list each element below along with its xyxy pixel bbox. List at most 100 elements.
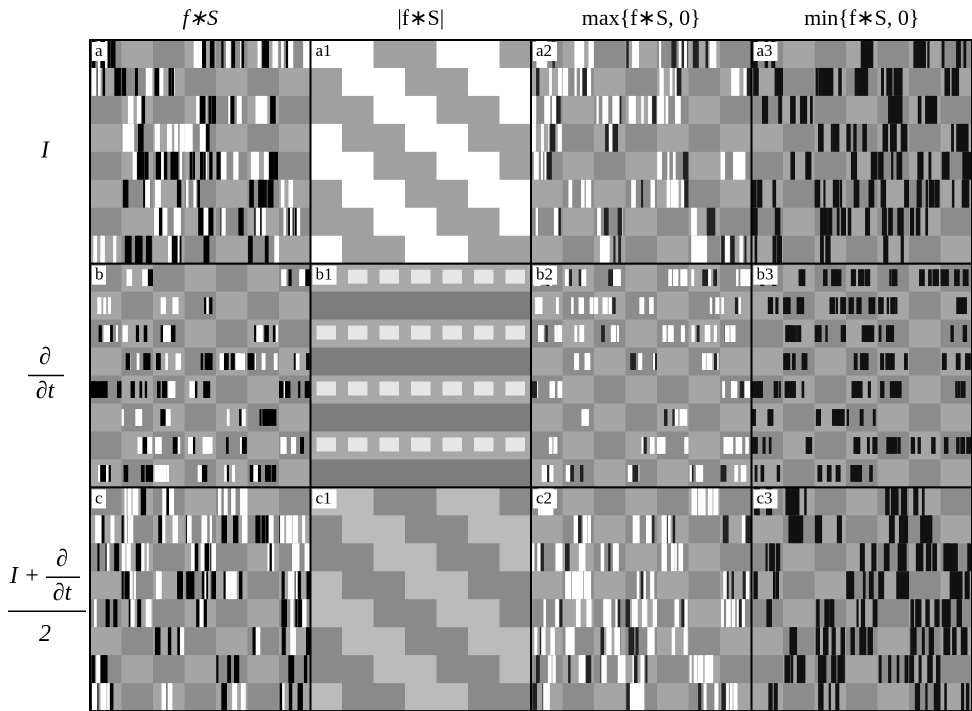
panel-image — [90, 487, 312, 711]
block — [626, 264, 658, 292]
block — [342, 404, 374, 432]
block — [279, 96, 311, 124]
stripe — [895, 487, 899, 515]
block — [405, 292, 437, 320]
block — [185, 487, 217, 515]
block — [311, 515, 343, 543]
stripe — [932, 543, 937, 571]
stripe — [137, 599, 141, 627]
stripe — [897, 208, 901, 236]
stripe — [831, 599, 835, 627]
stripe — [113, 236, 116, 264]
stripe — [878, 571, 884, 599]
block — [878, 683, 910, 711]
stripe — [757, 381, 763, 398]
stripe — [663, 325, 667, 342]
stripe — [227, 409, 230, 426]
stripe — [532, 543, 534, 571]
block — [941, 236, 972, 264]
stripe — [221, 40, 223, 68]
stripe — [662, 515, 666, 543]
stripe — [745, 437, 749, 454]
stripe — [966, 683, 969, 711]
stripe — [221, 208, 225, 236]
stripe — [824, 627, 828, 655]
stripe — [231, 487, 235, 515]
stripe — [221, 515, 227, 543]
stripe — [226, 571, 231, 599]
column-header: f∗S — [182, 5, 218, 30]
stripe — [713, 487, 718, 515]
stripe — [612, 297, 615, 314]
block — [657, 459, 689, 487]
stripe — [823, 180, 825, 208]
panel-image — [752, 264, 972, 488]
stripe — [720, 152, 725, 180]
block — [468, 152, 500, 180]
stripe — [837, 515, 842, 543]
stripe — [850, 627, 854, 655]
stripe — [169, 68, 172, 96]
stripe — [101, 655, 107, 683]
stripe — [296, 571, 298, 599]
stripe — [271, 409, 277, 426]
block — [657, 571, 689, 599]
block — [248, 627, 280, 655]
stripe — [584, 515, 587, 543]
block — [342, 683, 374, 711]
block — [563, 236, 595, 264]
stripe — [563, 68, 568, 96]
stripe — [963, 269, 969, 286]
stripe — [174, 124, 178, 152]
block — [563, 124, 595, 152]
block — [846, 655, 878, 683]
stripe — [124, 465, 129, 482]
panel-label: c1 — [316, 488, 332, 507]
stripe — [131, 381, 135, 398]
stripe — [852, 465, 858, 482]
stripe — [634, 180, 636, 208]
block — [815, 431, 847, 459]
stripe — [732, 571, 734, 599]
stripe — [168, 627, 171, 655]
stripe — [671, 543, 674, 571]
stripe — [125, 571, 130, 599]
block — [374, 515, 406, 543]
stripe — [730, 683, 733, 711]
stripe — [835, 683, 839, 711]
stripe — [776, 543, 780, 571]
stripe — [962, 297, 967, 314]
panel-image — [531, 487, 752, 711]
stripe — [860, 353, 865, 370]
block — [783, 627, 815, 655]
stripe — [857, 437, 859, 454]
stripe — [101, 683, 107, 711]
block — [720, 487, 752, 515]
stripe — [155, 627, 161, 655]
stripe — [552, 96, 556, 124]
block — [437, 348, 469, 376]
stripe — [574, 40, 580, 68]
stripe — [714, 683, 718, 711]
stripe — [650, 571, 654, 599]
stripe — [565, 543, 570, 571]
stripe — [191, 571, 194, 599]
stripe — [162, 208, 168, 236]
stripe — [283, 208, 285, 236]
stripe — [128, 487, 132, 515]
stripe — [259, 180, 263, 208]
stripe — [662, 437, 665, 454]
stripe — [683, 152, 687, 180]
stripe — [790, 655, 793, 683]
block — [311, 459, 343, 487]
panel-image — [531, 40, 753, 264]
block — [500, 459, 532, 487]
stripe — [763, 437, 766, 454]
stripe — [293, 515, 295, 543]
stripe — [862, 543, 864, 571]
block — [311, 655, 343, 683]
stripe — [684, 437, 688, 454]
stripe — [916, 208, 921, 236]
block — [846, 515, 878, 543]
block — [279, 236, 311, 264]
